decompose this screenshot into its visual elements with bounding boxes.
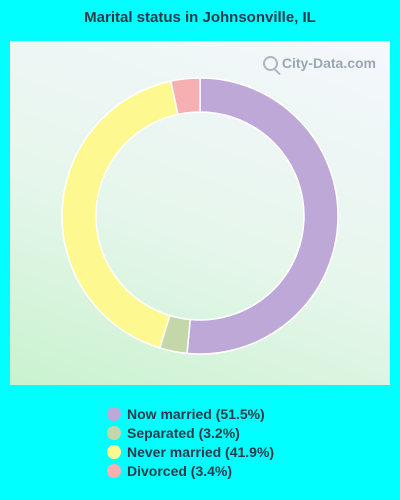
legend-label: Never married (41.9%) (127, 443, 275, 460)
legend-swatch (107, 406, 121, 421)
legend-swatch (107, 425, 121, 440)
legend-label: Divorced (3.4%) (127, 462, 233, 479)
legend-label: Separated (3.2%) (127, 424, 240, 441)
legend: Now married (51.5%) Separated (3.2%) Never… (107, 404, 274, 480)
legend-item: Separated (3.2%) (107, 423, 274, 442)
watermark-text: City-Data.com (281, 55, 376, 71)
watermark: City-Data.com (262, 55, 376, 71)
donut-chart (61, 77, 339, 355)
legend-item: Never married (41.9%) (107, 442, 274, 461)
legend-label: Now married (51.5%) (127, 405, 265, 422)
donut-slice-0 (186, 77, 339, 355)
chart-panel: City-Data.com (10, 41, 390, 385)
legend-item: Divorced (3.4%) (107, 461, 274, 480)
donut-slice-3 (169, 77, 201, 116)
legend-swatch (107, 463, 121, 478)
legend-item: Now married (51.5%) (107, 404, 274, 423)
search-icon (262, 55, 278, 71)
donut-slice-2 (61, 80, 179, 349)
chart-title: Marital status in Johnsonville, IL (84, 9, 316, 26)
legend-swatch (107, 444, 121, 459)
